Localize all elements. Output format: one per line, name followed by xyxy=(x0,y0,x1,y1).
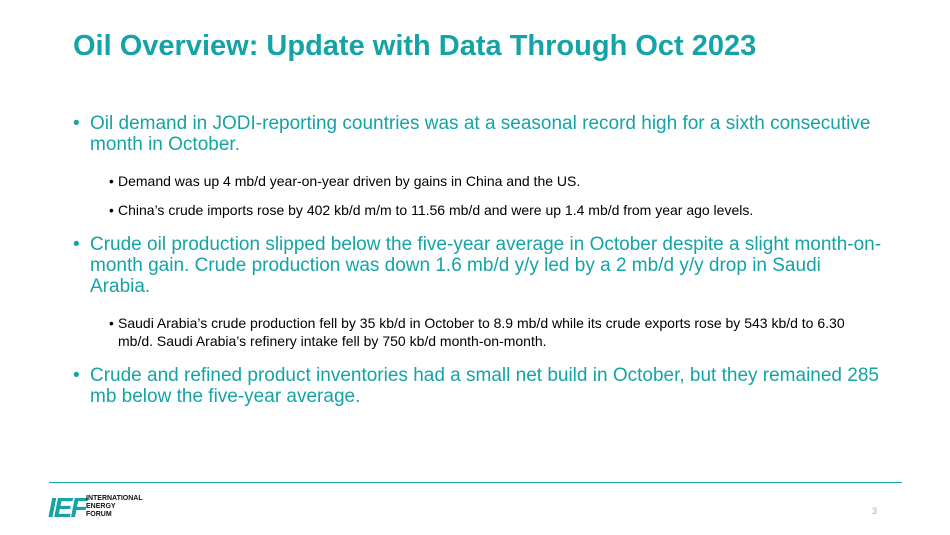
bullet-marker: • xyxy=(109,315,114,331)
bullet-level1: • Crude oil production slipped below the… xyxy=(73,234,883,297)
bullet-level2: • China’s crude imports rose by 402 kb/d… xyxy=(109,201,883,219)
bullet-marker: • xyxy=(73,365,80,386)
logo-line: FORUM xyxy=(86,511,112,518)
bullet-level1: • Oil demand in JODI-reporting countries… xyxy=(73,113,883,155)
logo-line: INTERNATIONAL xyxy=(86,495,143,502)
bullet-level1: • Crude and refined product inventories … xyxy=(73,365,883,407)
bullet-text: Demand was up 4 mb/d year-on-year driven… xyxy=(118,173,581,189)
bullet-level2: • Demand was up 4 mb/d year-on-year driv… xyxy=(109,172,883,190)
slide-title: Oil Overview: Update with Data Through O… xyxy=(73,30,757,62)
bullet-marker: • xyxy=(109,173,114,189)
logo-mark: IEF xyxy=(48,492,88,523)
bullet-text: China’s crude imports rose by 402 kb/d m… xyxy=(118,202,754,218)
bullet-text: Crude and refined product inventories ha… xyxy=(90,365,879,407)
bullet-text: Crude oil production slipped below the f… xyxy=(90,234,882,297)
bullet-marker: • xyxy=(73,113,80,134)
bullet-level2: • Saudi Arabia’s crude production fell b… xyxy=(109,314,883,350)
footer-divider xyxy=(49,482,902,483)
logo-wordmark: INTERNATIONAL ENERGY FORUM xyxy=(86,495,143,519)
bullet-list: • Oil demand in JODI-reporting countries… xyxy=(73,113,883,407)
page-number: 3 xyxy=(872,506,878,516)
bullet-text: Saudi Arabia’s crude production fell by … xyxy=(118,315,845,349)
bullet-marker: • xyxy=(73,234,80,255)
logo-line: ENERGY xyxy=(86,503,116,510)
bullet-text: Oil demand in JODI-reporting countries w… xyxy=(90,113,871,155)
bullet-marker: • xyxy=(109,202,114,218)
ief-logo: IEF INTERNATIONAL ENERGY FORUM xyxy=(48,494,158,522)
